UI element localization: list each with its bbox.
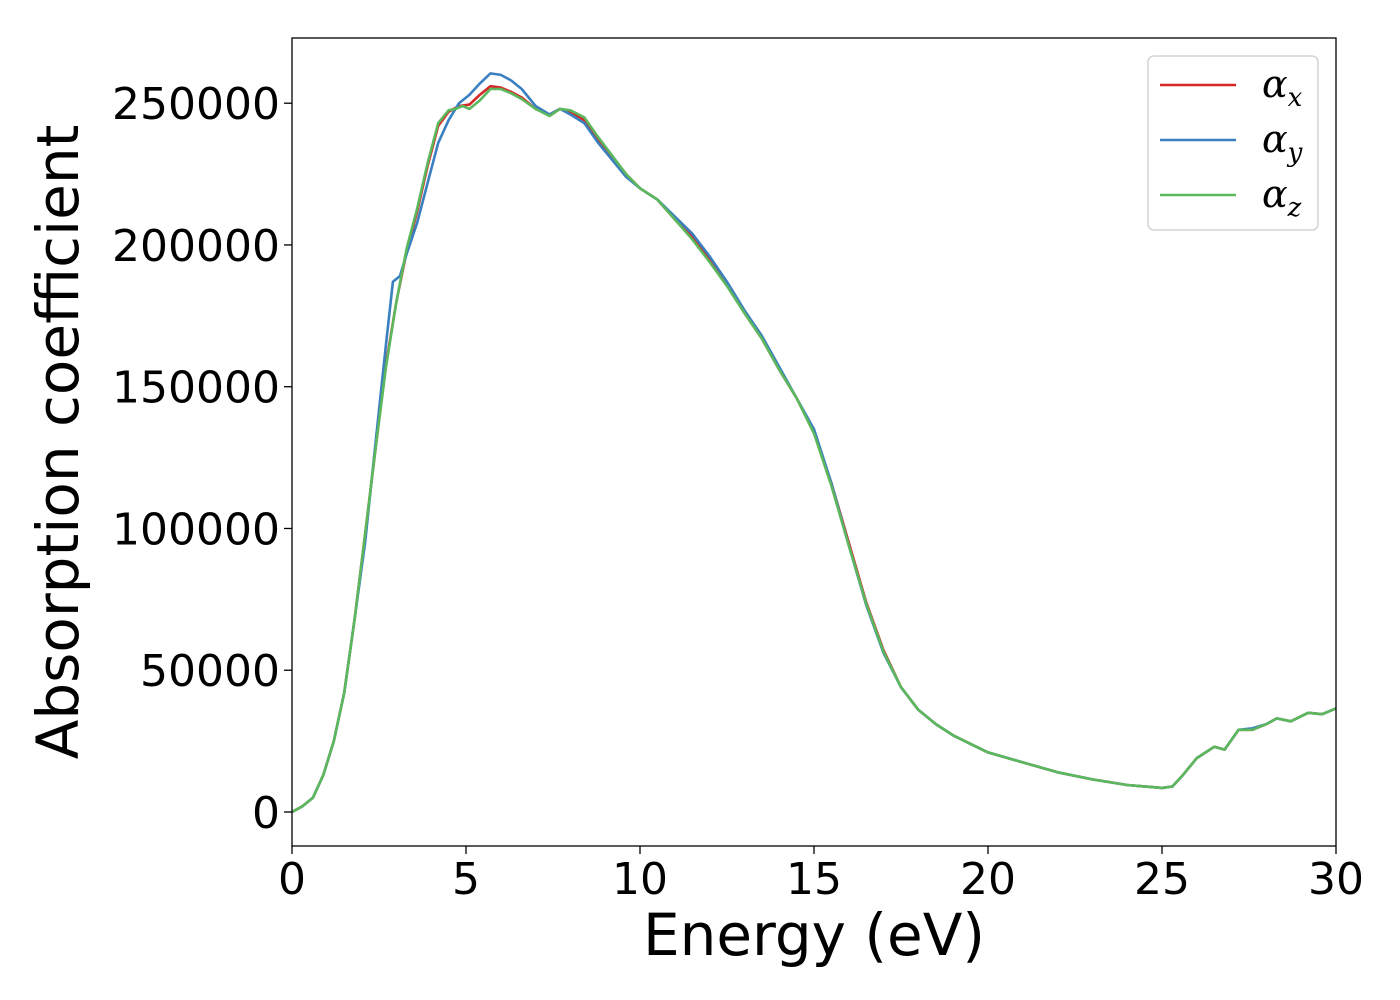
y-tick-label: 50000 (140, 646, 280, 697)
y-tick-label: 250000 (112, 79, 280, 130)
x-tick-label: 25 (1134, 854, 1190, 905)
y-tick-label: 0 (252, 788, 280, 839)
y-tick-label: 200000 (112, 221, 280, 272)
y-tick-label: 150000 (112, 363, 280, 414)
x-axis-label: Energy (eV) (643, 901, 985, 969)
x-axis-ticks: 0 5 10 15 20 25 30 (278, 846, 1364, 905)
x-tick-label: 30 (1308, 854, 1364, 905)
legend-box (1147, 55, 1319, 231)
y-axis-ticks: 0 50000 100000 150000 200000 250000 (112, 79, 292, 839)
x-tick-label: 0 (278, 854, 306, 905)
series-line-z (292, 87, 1336, 814)
x-tick-label: 15 (786, 854, 842, 905)
series-layer (292, 72, 1336, 814)
y-tick-label: 100000 (112, 504, 280, 555)
x-tick-label: 5 (452, 854, 480, 905)
y-axis-label: Absorption coefficient (24, 125, 92, 760)
x-tick-label: 10 (612, 854, 668, 905)
x-tick-label: 20 (960, 854, 1016, 905)
